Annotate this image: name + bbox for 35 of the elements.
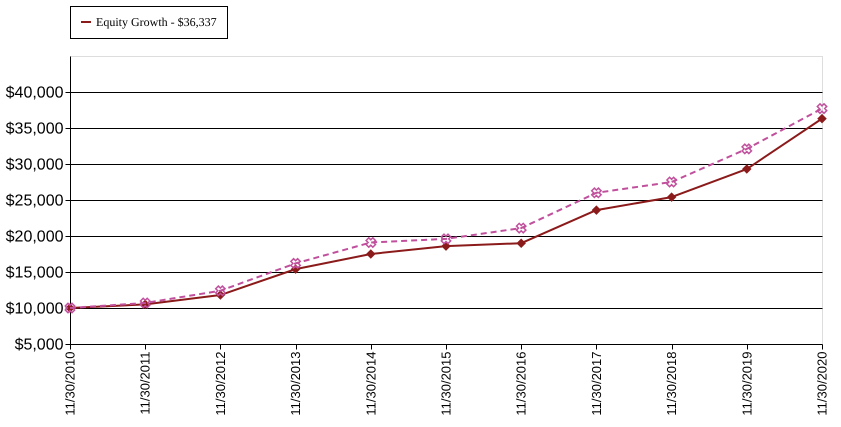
x-tick-label: 11/30/2017 [588, 352, 604, 416]
point [666, 176, 678, 188]
y-tick-label: $30,000 [6, 156, 64, 174]
point [666, 192, 676, 202]
y-tick-label: $15,000 [6, 264, 64, 282]
point [590, 187, 602, 198]
point [366, 249, 376, 259]
x-tick-label: 11/30/2018 [664, 352, 680, 416]
y-tick-label: $20,000 [6, 228, 64, 246]
y-tick-label: $5,000 [14, 336, 64, 354]
point [816, 103, 828, 114]
x-tick-label: 11/30/2013 [288, 352, 304, 416]
point [214, 285, 226, 296]
y-tick-label: $10,000 [6, 300, 64, 318]
x-tick-label: 11/30/2016 [514, 352, 529, 416]
point [516, 238, 526, 248]
legend-label: Equity Growth - $36,337 [96, 15, 217, 29]
x-tick-label: 11/30/2010 [62, 352, 78, 416]
point [742, 164, 752, 174]
x-tick-label: 11/30/2015 [438, 352, 454, 416]
point [741, 143, 752, 154]
point [290, 258, 302, 269]
point [440, 233, 452, 244]
y-tick-label: $40,000 [6, 84, 64, 102]
point [365, 237, 376, 248]
x-tick-label: 11/30/2014 [363, 352, 378, 416]
x-tick-label: 11/30/2012 [212, 352, 228, 416]
x-tick-label: 11/30/2011 [138, 352, 153, 415]
x-tick-label: 11/30/2020 [814, 352, 830, 416]
point [516, 222, 527, 234]
point [592, 205, 602, 215]
point [817, 114, 827, 124]
y-tick-label: $35,000 [6, 120, 64, 138]
x-tick-label: 11/30/2019 [739, 352, 754, 416]
y-tick-label: $25,000 [6, 192, 64, 210]
